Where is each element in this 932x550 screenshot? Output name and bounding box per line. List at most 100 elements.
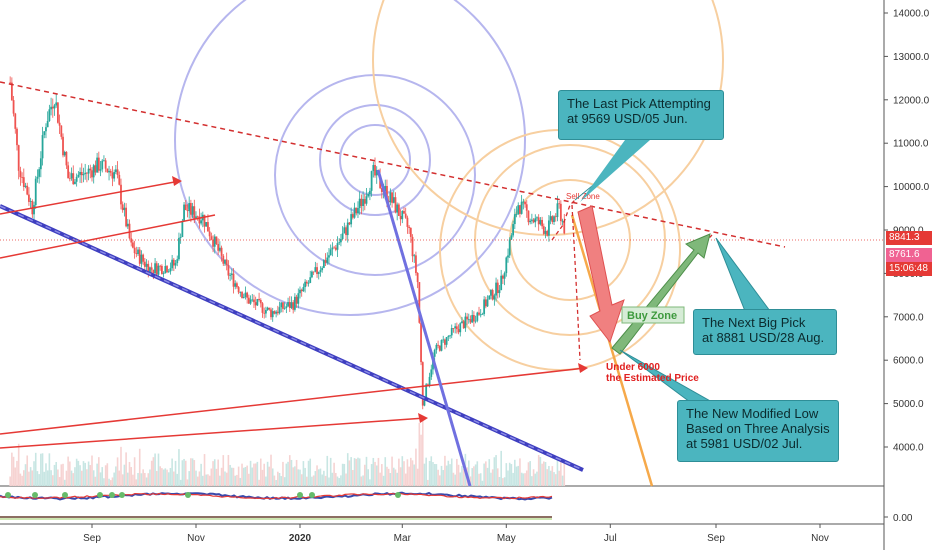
volume-bar (246, 465, 248, 486)
candle-body (534, 218, 537, 223)
buy-arrow (611, 233, 711, 355)
volume-bar (115, 466, 117, 486)
volume-bar (450, 458, 453, 486)
volume-bar (29, 467, 32, 486)
buy-zone-label: Buy Zone (627, 310, 677, 322)
y-tick-label: 6000.0 (893, 356, 924, 367)
candle-body (442, 339, 445, 341)
candle-body (241, 292, 243, 298)
volume-bar (307, 460, 310, 486)
candle-body (72, 173, 75, 185)
candle-body (408, 226, 411, 228)
indicator-signal-dot (297, 492, 303, 498)
candle-body (157, 265, 160, 275)
volume-bar (479, 473, 482, 486)
candle-body (271, 311, 274, 318)
candle-body (486, 299, 489, 307)
candle-body (58, 122, 61, 126)
volume-bar (16, 460, 18, 486)
volume-bar (411, 460, 414, 486)
volume-bar (297, 469, 300, 486)
volume-bar (234, 475, 237, 486)
volume-bar (399, 467, 402, 486)
orange-drop-line (570, 214, 654, 487)
volume-bar (103, 478, 105, 486)
y-tick-label: 11000.0 (893, 139, 929, 150)
volume-bar (171, 458, 173, 486)
candle-body (85, 172, 88, 174)
volume-bar (98, 457, 100, 486)
volume-bar (469, 476, 472, 486)
volume-bar (437, 469, 439, 486)
y-tick-label: 13000.0 (893, 52, 930, 63)
volume-bar (45, 463, 47, 486)
volume-bar (560, 461, 562, 486)
red-ray-1 (0, 180, 181, 215)
candle-body (403, 210, 405, 214)
volume-bar (265, 476, 267, 486)
sell-zone-label: Sell Zone (566, 192, 600, 201)
candle-body (437, 344, 439, 346)
volume-bar (295, 459, 298, 486)
volume-bar (236, 474, 238, 486)
candle-body (114, 169, 117, 173)
volume-bar (222, 455, 225, 486)
volume-bar (75, 458, 78, 486)
candle-body (350, 214, 353, 225)
volume-bar (536, 471, 538, 486)
volume-bar (348, 460, 351, 486)
candle-body (501, 275, 504, 279)
volume-bar (454, 474, 456, 486)
volume-bar (196, 476, 199, 486)
x-tick-label: Mar (394, 533, 412, 544)
volume-bar (561, 475, 564, 486)
candle-body (300, 289, 303, 292)
candle-body (397, 204, 400, 216)
volume-bar (9, 476, 11, 486)
candle-body (498, 290, 501, 294)
volume-bar (490, 472, 492, 486)
candle-body (87, 168, 90, 174)
red-ray-3 (0, 367, 586, 435)
candle-body (147, 263, 150, 275)
callout-modified-low: The New Modified Low Based on Three Anal… (677, 400, 839, 462)
volume-bar (384, 457, 387, 486)
volume-bar (150, 460, 153, 486)
volume-bar (401, 456, 404, 486)
time-axis[interactable]: Sep Nov 2020 Mar May Jul Sep Nov (83, 524, 829, 544)
candle-body (532, 219, 535, 223)
volume-bar (312, 475, 315, 486)
candle-body (490, 290, 492, 296)
candle-body (287, 302, 289, 307)
indicator-pane[interactable]: 0.00 (0, 491, 913, 524)
volume-bar (449, 464, 451, 486)
volume-bar (369, 479, 371, 486)
volume-bar (43, 471, 46, 486)
volume-bar (178, 449, 180, 486)
candle-body (338, 242, 341, 244)
volume-bar (483, 463, 485, 486)
candle-body (181, 221, 184, 238)
candle-body (524, 201, 526, 205)
candle-body (536, 217, 538, 219)
volume-bar (427, 479, 429, 486)
volume-bar (406, 459, 409, 486)
candle-body (404, 213, 407, 218)
volume-bar (288, 455, 291, 486)
candle-body (355, 207, 358, 214)
candle-body (36, 176, 39, 179)
arrowhead-4 (418, 413, 428, 423)
volume-bar (169, 467, 172, 486)
candle-body (130, 238, 133, 243)
candle-body (183, 204, 185, 222)
volume-bar (202, 475, 204, 486)
candle-body (79, 171, 81, 175)
candle-body (440, 340, 443, 351)
candle-body (416, 273, 419, 283)
volume-bar (77, 460, 80, 486)
candle-body (553, 216, 555, 223)
candle-body (191, 206, 194, 215)
volume-bar (48, 453, 51, 486)
volume-bar (345, 473, 347, 486)
